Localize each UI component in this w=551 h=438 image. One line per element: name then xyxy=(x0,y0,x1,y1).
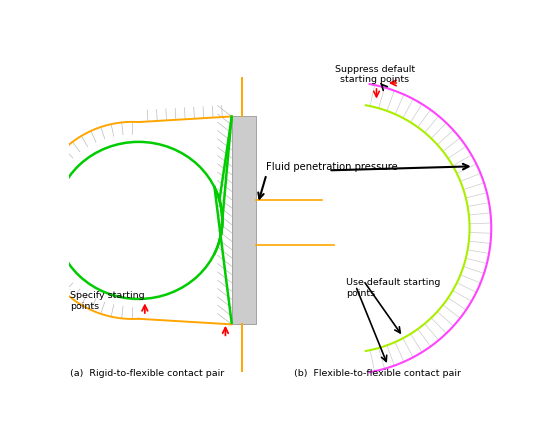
Text: (b)  Flexible-to-flexible contact pair: (b) Flexible-to-flexible contact pair xyxy=(294,368,461,378)
Text: Suppress default
starting points: Suppress default starting points xyxy=(335,65,415,84)
Text: Fluid penetration pressure: Fluid penetration pressure xyxy=(267,162,398,172)
Text: (a)  Rigid-to-flexible contact pair: (a) Rigid-to-flexible contact pair xyxy=(71,368,225,378)
Text: Use default starting
points: Use default starting points xyxy=(347,278,441,297)
Bar xyxy=(231,117,256,325)
Text: Specify starting
points: Specify starting points xyxy=(71,291,145,311)
